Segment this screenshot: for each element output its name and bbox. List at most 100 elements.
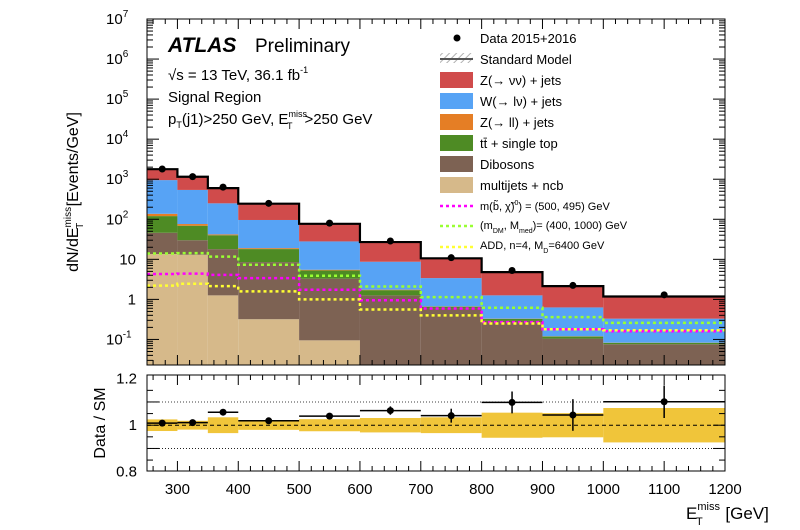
stack-bar-0-bin-2 <box>207 295 239 365</box>
x-axis-title: Emiss T [GeV] <box>686 501 769 528</box>
signal-line-0 <box>147 272 725 333</box>
stack-bar-3-bin-1 <box>177 224 208 226</box>
legend-label-4: Dibosons <box>480 157 535 172</box>
stack-bar-2-bin-6 <box>420 306 482 309</box>
signal-line-1 <box>147 251 725 325</box>
stack-bar-5-bin-6 <box>420 258 482 279</box>
stack-bar-0-bin-1 <box>177 254 208 365</box>
main-plot <box>147 165 725 365</box>
stack-bar-2-bin-3 <box>238 249 300 263</box>
stack-bar-1-bin-1 <box>177 240 208 255</box>
legend-swatch-0 <box>440 72 473 88</box>
ratio-point-bin-0 <box>158 419 166 427</box>
legend-label-1: W(→ lν) + jets <box>480 94 562 109</box>
stack-bar-1-bin-4 <box>299 278 360 341</box>
sm-total-line <box>147 168 725 298</box>
legend-signal-1-label: (mDM, Mmed)= (400, 1000) GeV <box>480 220 628 235</box>
x-tick-label: 900 <box>530 481 555 498</box>
stack-bar-1-bin-8 <box>542 338 604 365</box>
data-point-bin-8 <box>569 281 577 289</box>
stack-bar-5-bin-8 <box>542 286 604 308</box>
x-tick-label: 1000 <box>587 481 620 498</box>
legend-swatch-2 <box>440 114 473 130</box>
stack-bar-5-bin-5 <box>359 242 421 262</box>
legend-swatch-3 <box>440 135 473 151</box>
stack-bar-4-bin-4 <box>299 241 360 270</box>
y-tick-label: 102 <box>106 209 129 228</box>
y-tick-label: 1 <box>128 291 136 308</box>
stack-bar-3-bin-3 <box>238 248 300 250</box>
ratio-plot <box>147 385 725 449</box>
ratio-y-tick-label: 0.8 <box>116 464 137 481</box>
stack-bar-5-bin-7 <box>481 272 543 296</box>
stack-bar-1-bin-9 <box>603 344 725 365</box>
stack-bar-5-bin-0 <box>147 169 178 181</box>
ratio-point-bin-8 <box>569 411 577 419</box>
stack-bar-3-bin-5 <box>359 289 421 291</box>
legend-signal-2-label: ADD, n=4, MD=6400 GeV <box>480 240 605 255</box>
stack-bar-3-bin-2 <box>207 234 239 236</box>
data-point-bin-4 <box>326 219 334 227</box>
stack-bar-4-bin-8 <box>542 307 604 337</box>
x-tick-label: 1100 <box>648 481 680 498</box>
stack-bar-1-bin-5 <box>359 295 421 365</box>
data-point-bin-1 <box>189 173 197 181</box>
data-point-bin-0 <box>158 165 166 173</box>
legend-label-2: Z(→ ll) + jets <box>480 115 555 130</box>
stack-bar-4-bin-5 <box>359 261 421 290</box>
legend: Data 2015+2016 Standard Model Z(→ νν) + … <box>440 31 628 255</box>
stack-bar-5-bin-9 <box>603 296 725 319</box>
uncertainty-band-bin-2 <box>207 417 239 434</box>
status-label: Preliminary <box>255 36 351 57</box>
data-point-bin-3 <box>265 199 273 207</box>
legend-sm-label: Standard Model <box>480 52 572 67</box>
data-point-bin-9 <box>660 291 668 299</box>
ratio-point-bin-4 <box>326 412 334 420</box>
stack-bar-0-bin-4 <box>299 340 360 365</box>
stack-bar-5-bin-4 <box>299 223 360 242</box>
legend-swatch-1 <box>440 93 473 109</box>
stack-bar-5-bin-1 <box>177 176 208 190</box>
ratio-point-bin-2 <box>219 408 227 416</box>
stack-bar-2-bin-5 <box>359 290 421 296</box>
energy-label: √s = 13 TeV, 36.1 fb-1 <box>168 65 308 84</box>
region-label: Signal Region <box>168 89 261 106</box>
stack-bar-2-bin-7 <box>481 318 543 321</box>
ratio-point-bin-3 <box>265 417 273 425</box>
x-tick-label: 500 <box>287 481 312 498</box>
ratio-point-bin-9 <box>660 398 668 406</box>
signal-line-2 <box>147 282 725 332</box>
legend-data-label: Data 2015+2016 <box>480 31 577 46</box>
cut-label: pT(j1)>250 GeV, Emiss T >250 GeV <box>168 109 372 131</box>
legend-label-5: multijets + ncb <box>480 178 563 193</box>
stack-bar-2-bin-1 <box>177 225 208 241</box>
stack-bar-5-bin-3 <box>238 203 300 220</box>
y-tick-label: 10 <box>119 251 136 268</box>
y-tick-label: 105 <box>106 89 129 108</box>
y-axis-title: dN/dEmissT [Events/GeV] <box>63 112 86 272</box>
stack-bar-2-bin-8 <box>542 336 604 339</box>
y-tick-label: 10-1 <box>106 329 132 348</box>
y-tick-label: 103 <box>106 169 129 188</box>
stack-bar-4-bin-6 <box>420 278 482 307</box>
stack-bar-1-bin-0 <box>147 232 178 254</box>
stack-bar-4-bin-1 <box>177 189 208 225</box>
stack-bar-3-bin-0 <box>147 213 178 217</box>
legend-swatch-4 <box>440 156 473 172</box>
ratio-y-axis-title: Data / SM <box>92 387 109 458</box>
stack-bar-2-bin-2 <box>207 235 239 250</box>
legend-signal-0-label: m(b̃, χ̃)0) = (500, 495) GeV <box>480 200 610 213</box>
stack-bar-2-bin-9 <box>603 342 725 345</box>
stack-bar-5-bin-2 <box>207 188 239 204</box>
x-tick-label: 700 <box>408 481 433 498</box>
ratio-point-bin-1 <box>189 419 197 427</box>
legend-swatch-5 <box>440 177 473 193</box>
x-tick-label: 400 <box>226 481 251 498</box>
legend-label-0: Z(→ νν) + jets <box>480 73 562 88</box>
data-point-bin-7 <box>508 266 516 274</box>
experiment-label: ATLAS <box>167 34 236 57</box>
stack-bar-0-bin-3 <box>238 319 300 365</box>
ratio-y-tick-label: 1 <box>129 417 137 434</box>
data-point-bin-2 <box>219 183 227 191</box>
